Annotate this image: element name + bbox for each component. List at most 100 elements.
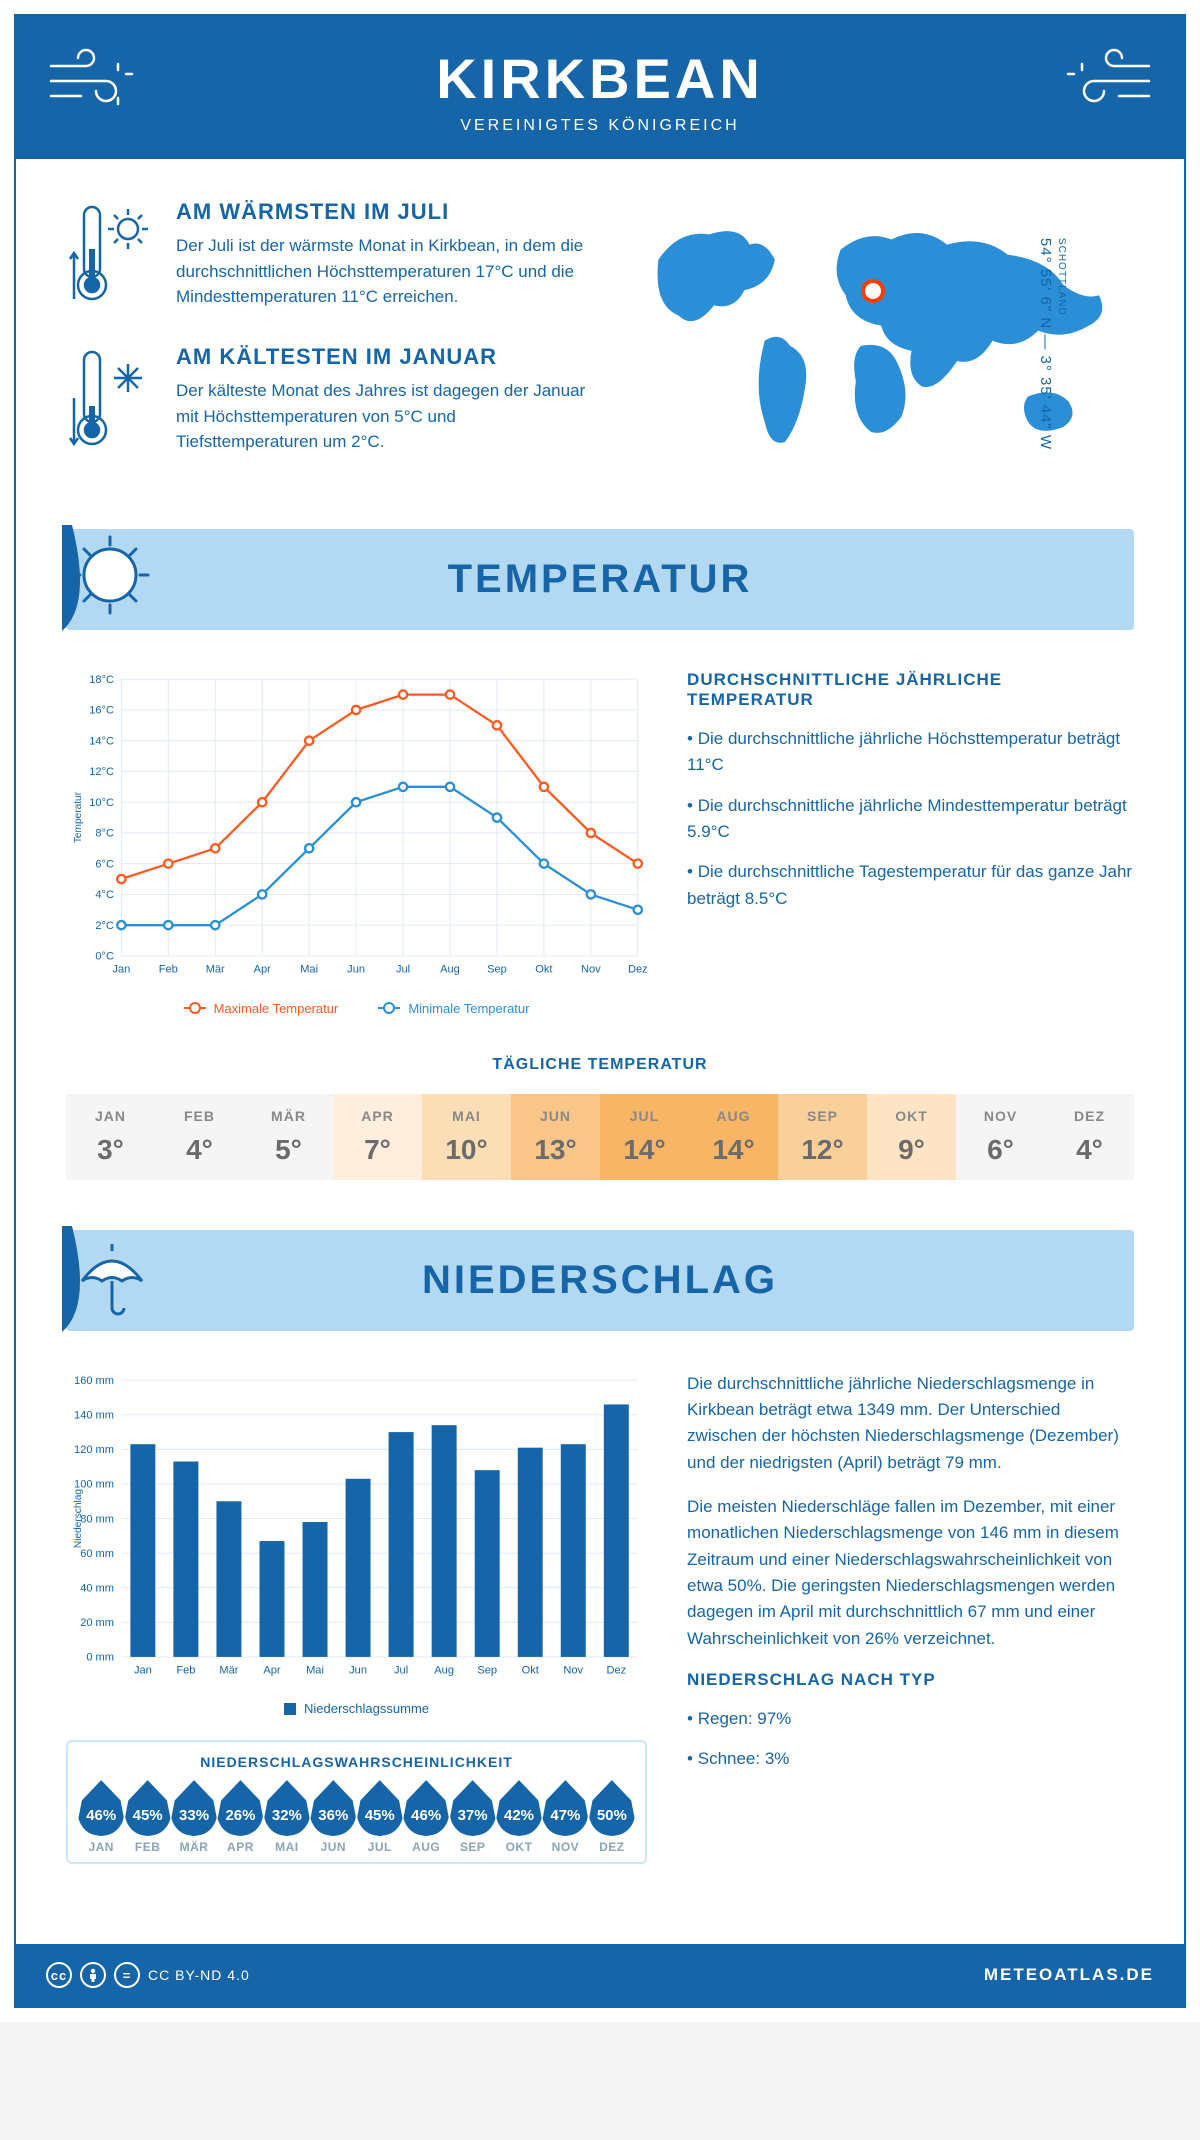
- svg-text:Nov: Nov: [563, 1664, 583, 1676]
- svg-text:160 mm: 160 mm: [74, 1374, 114, 1386]
- svg-text:12°C: 12°C: [89, 766, 114, 778]
- temp-cell: OKT9°: [867, 1094, 956, 1180]
- footer: cc = CC BY-ND 4.0 METEOATLAS.DE: [16, 1944, 1184, 2006]
- svg-text:140 mm: 140 mm: [74, 1409, 114, 1421]
- svg-text:14°C: 14°C: [89, 735, 114, 747]
- svg-text:Dez: Dez: [628, 964, 647, 976]
- chart-legend: Maximale Temperatur Minimale Temperatur: [66, 1001, 647, 1016]
- location-pin-icon: [861, 279, 885, 303]
- svg-text:4°C: 4°C: [95, 889, 114, 901]
- brand: METEOATLAS.DE: [984, 1965, 1154, 1985]
- probability-drop: 33%MÄR: [171, 1780, 217, 1854]
- svg-text:40 mm: 40 mm: [80, 1582, 114, 1594]
- svg-text:Feb: Feb: [159, 964, 178, 976]
- probability-drop: 37%SEP: [449, 1780, 495, 1854]
- probability-drop: 36%JUN: [310, 1780, 356, 1854]
- svg-text:60 mm: 60 mm: [80, 1547, 114, 1559]
- svg-text:16°C: 16°C: [89, 705, 114, 717]
- wind-icon: [1054, 46, 1154, 121]
- temp-cell: NOV6°: [956, 1094, 1045, 1180]
- svg-text:Nov: Nov: [581, 964, 601, 976]
- svg-text:Jul: Jul: [394, 1664, 408, 1676]
- svg-text:Aug: Aug: [440, 964, 460, 976]
- probability-drop: 50%DEZ: [589, 1780, 635, 1854]
- probability-drop: 47%NOV: [542, 1780, 588, 1854]
- coldest-text: Der kälteste Monat des Jahres ist dagege…: [176, 378, 598, 455]
- svg-text:Apr: Apr: [263, 1664, 281, 1676]
- license: cc = CC BY-ND 4.0: [46, 1962, 250, 1988]
- umbrella-icon: [62, 1226, 182, 1341]
- page-subtitle: VEREINIGTES KÖNIGREICH: [36, 117, 1164, 135]
- svg-text:Dez: Dez: [606, 1664, 626, 1676]
- temp-cell: JUL14°: [600, 1094, 689, 1180]
- warmest-fact: AM WÄRMSTEN IM JULI Der Juli ist der wär…: [66, 199, 598, 314]
- warmest-title: AM WÄRMSTEN IM JULI: [176, 199, 598, 225]
- svg-text:Jun: Jun: [347, 964, 365, 976]
- svg-text:120 mm: 120 mm: [74, 1444, 114, 1456]
- probability-drop: 45%FEB: [124, 1780, 170, 1854]
- svg-text:Niederschlag: Niederschlag: [73, 1489, 84, 1548]
- svg-text:Okt: Okt: [535, 964, 552, 976]
- temp-cell: SEP12°: [778, 1094, 867, 1180]
- temp-cell: JUN13°: [511, 1094, 600, 1180]
- header-banner: KIRKBEAN VEREINIGTES KÖNIGREICH: [16, 16, 1184, 159]
- svg-text:10°C: 10°C: [89, 797, 114, 809]
- svg-text:Mai: Mai: [300, 964, 318, 976]
- temperature-summary: DURCHSCHNITTLICHE JÄHRLICHE TEMPERATUR D…: [687, 670, 1134, 1016]
- svg-text:Jan: Jan: [134, 1664, 152, 1676]
- svg-text:18°C: 18°C: [89, 674, 114, 686]
- svg-text:Apr: Apr: [254, 964, 272, 976]
- nd-icon: =: [114, 1962, 140, 1988]
- svg-text:Aug: Aug: [434, 1664, 454, 1676]
- svg-text:Okt: Okt: [522, 1664, 539, 1676]
- temp-cell: JAN3°: [66, 1094, 155, 1180]
- svg-text:2°C: 2°C: [95, 920, 114, 932]
- temp-cell: AUG14°: [689, 1094, 778, 1180]
- cc-icon: cc: [46, 1962, 72, 1988]
- svg-text:8°C: 8°C: [95, 828, 114, 840]
- daily-temp-cells: JAN3°FEB4°MÄR5°APR7°MAI10°JUN13°JUL14°AU…: [66, 1094, 1134, 1180]
- precipitation-banner: NIEDERSCHLAG: [66, 1230, 1134, 1331]
- precipitation-summary: Die durchschnittliche jährliche Niedersc…: [687, 1371, 1134, 1865]
- section-title: NIEDERSCHLAG: [86, 1258, 1114, 1303]
- probability-drop: 46%AUG: [403, 1780, 449, 1854]
- svg-text:Mär: Mär: [206, 964, 225, 976]
- temperature-line-chart: 0°C2°C4°C6°C8°C10°C12°C14°C16°C18°CJanFe…: [66, 670, 647, 1016]
- svg-text:Jan: Jan: [112, 964, 130, 976]
- svg-text:20 mm: 20 mm: [80, 1617, 114, 1629]
- svg-text:Temperatur: Temperatur: [73, 791, 84, 843]
- svg-text:Mär: Mär: [219, 1664, 238, 1676]
- temp-cell: MÄR5°: [244, 1094, 333, 1180]
- svg-text:0 mm: 0 mm: [86, 1651, 114, 1663]
- svg-text:80 mm: 80 mm: [80, 1513, 114, 1525]
- temp-cell: APR7°: [333, 1094, 422, 1180]
- svg-text:Jun: Jun: [349, 1664, 367, 1676]
- temp-cell: MAI10°: [422, 1094, 511, 1180]
- temp-cell: FEB4°: [155, 1094, 244, 1180]
- sun-icon: [62, 525, 182, 640]
- temperature-banner: TEMPERATUR: [66, 529, 1134, 630]
- by-icon: [80, 1962, 106, 1988]
- svg-text:0°C: 0°C: [95, 951, 114, 963]
- svg-text:Jul: Jul: [396, 964, 410, 976]
- probability-drop: 45%JUL: [357, 1780, 403, 1854]
- section-title: TEMPERATUR: [86, 557, 1114, 602]
- svg-text:Sep: Sep: [487, 964, 507, 976]
- svg-text:Mai: Mai: [306, 1664, 324, 1676]
- coordinates: SCHOTTLAND 54° 55' 6" N — 3° 35' 44" W: [1037, 238, 1067, 450]
- precipitation-probability: NIEDERSCHLAGSWAHRSCHEINLICHKEIT 46%JAN45…: [66, 1740, 647, 1864]
- warmest-text: Der Juli ist der wärmste Monat in Kirkbe…: [176, 233, 598, 310]
- page-title: KIRKBEAN: [36, 46, 1164, 111]
- coldest-fact: AM KÄLTESTEN IM JANUAR Der kälteste Mona…: [66, 344, 598, 459]
- chart-legend: Niederschlagssumme: [66, 1701, 647, 1716]
- probability-drop: 32%MAI: [264, 1780, 310, 1854]
- svg-text:100 mm: 100 mm: [74, 1478, 114, 1490]
- coldest-title: AM KÄLTESTEN IM JANUAR: [176, 344, 598, 370]
- svg-text:Sep: Sep: [477, 1664, 497, 1676]
- intro-section: AM WÄRMSTEN IM JULI Der Juli ist der wär…: [66, 199, 1134, 489]
- probability-drop: 26%APR: [217, 1780, 263, 1854]
- precipitation-bar-chart: 0 mm 20 mm 40 mm 60 mm 80 mm 100 mm 120 mm 140 …: [66, 1371, 647, 1717]
- thermometer-sun-icon: [66, 199, 156, 314]
- probability-drop: 46%JAN: [78, 1780, 124, 1854]
- temp-cell: DEZ4°: [1045, 1094, 1134, 1180]
